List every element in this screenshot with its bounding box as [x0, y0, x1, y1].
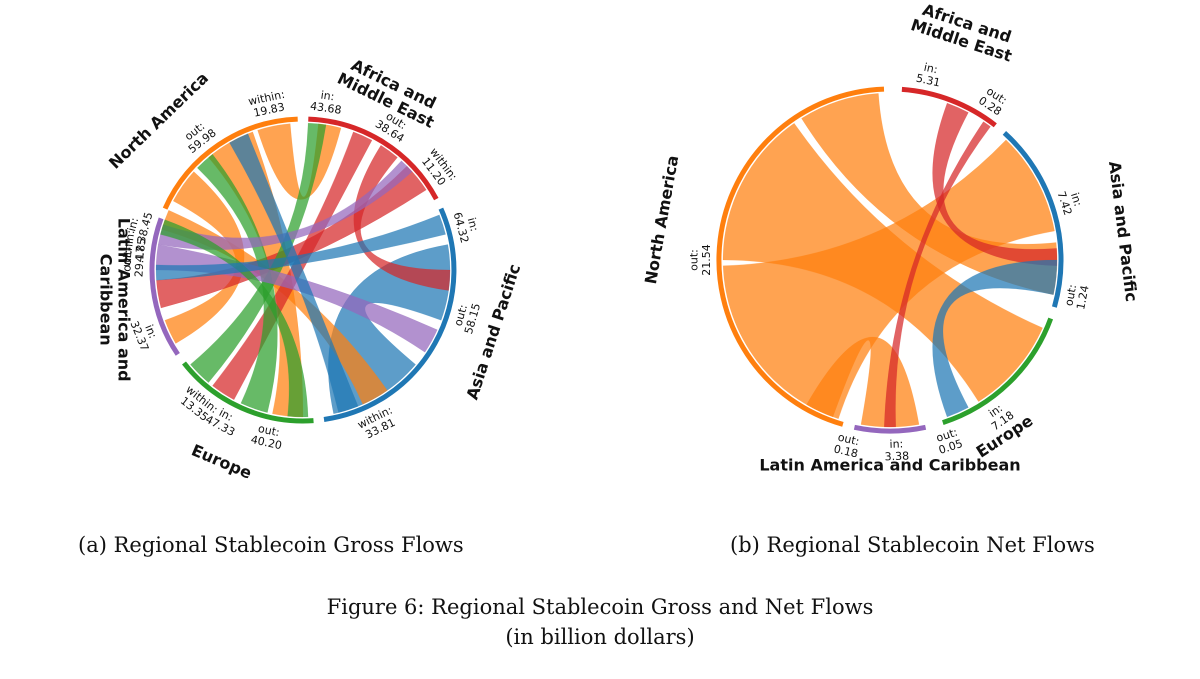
region-arc-north-america [716, 86, 885, 427]
region-label-europe: Europe [189, 440, 255, 482]
chord-ribbon-asia-and-pacific-to-latin-america-and-caribbean [155, 214, 446, 281]
chord-ribbon-africa-and-middle-east-to-latin-america-and-caribbean [883, 121, 991, 428]
chord-ribbon-europe-to-latin-america-and-caribbean [160, 219, 309, 418]
region-arc-asia-and-pacific [1002, 131, 1064, 308]
figure-caption-title: Figure 6: Regional Stablecoin Gross and … [326, 595, 874, 619]
chords-layer [155, 122, 451, 418]
arcs-layer [716, 86, 1064, 434]
value-label-latin-america-and-caribbean-out: out:0.18 [832, 430, 862, 460]
arcs-layer [149, 116, 457, 424]
value-label-asia-and-pacific-out: out:1.24 [1062, 282, 1092, 311]
value-label-asia-and-pacific-in: in:64.32 [451, 208, 484, 245]
region-label-latin-america-and-caribbean: Latin America and Caribbean [759, 456, 1020, 475]
figure-caption-unit: (in billion dollars) [505, 625, 695, 649]
chord-ribbon-africa-and-middle-east-to-asia-and-pacific [353, 144, 451, 291]
chord-ribbon-asia-and-pacific-to-europe [932, 259, 1058, 418]
region-arc-africa-and-middle-east [901, 86, 997, 128]
figure-caption: Figure 6: Regional Stablecoin Gross and … [0, 592, 1200, 652]
value-label-europe-out: out:40.20 [250, 421, 286, 452]
region-arc-north-america [162, 116, 298, 210]
net-flows-chord-chart: in:5.31out:0.28in:7.42out:1.24in:7.18out… [641, 0, 1141, 475]
chord-ribbon-north-america-to-asia-and-pacific [801, 93, 1058, 295]
region-label-asia-and-pacific: Asia and Pacific [1105, 160, 1141, 303]
chord-ribbon-africa-and-middle-east-to-asia-and-pacific [932, 102, 1058, 267]
region-label-africa-and-middle-east: Africa andMiddle East [908, 0, 1020, 66]
value-label-asia-and-pacific-out: out:58.15 [450, 298, 483, 335]
region-arc-latin-america-and-caribbean [853, 424, 927, 434]
value-label-north-america-out: out:21.54 [688, 244, 713, 276]
region-arc-asia-and-pacific [323, 207, 457, 422]
region-label-north-america: North America [105, 68, 212, 172]
value-label-africa-and-middle-east-within: within:11.20 [417, 145, 460, 190]
region-arc-europe [942, 317, 1054, 425]
value-label-asia-and-pacific-in: in:7.42 [1055, 186, 1087, 217]
subfigure-caption-a: (a) Regional Stablecoin Gross Flows [78, 533, 464, 557]
value-label-latin-america-and-caribbean-within: within:4.85 [120, 229, 150, 269]
region-label-latin-america-and-caribbean: Latin America andCaribbean [97, 218, 134, 382]
value-label-europe-out: out:0.05 [933, 425, 964, 457]
chord-ribbon-europe-to-north-america [196, 153, 278, 413]
value-label-latin-america-and-caribbean-in: in:3.38 [884, 437, 909, 463]
chords-layer [722, 93, 1058, 428]
value-label-europe-in: in:7.18 [982, 398, 1017, 433]
value-label-africa-and-middle-east-in: in:43.68 [309, 87, 344, 116]
region-arc-latin-america-and-caribbean [149, 217, 180, 356]
chord-ribbon-north-america-to-europe [722, 122, 1043, 402]
value-label-north-america-within: within:19.83 [247, 88, 289, 120]
region-label-north-america: North America [641, 154, 682, 286]
region-arc-europe [182, 361, 314, 424]
value-label-latin-america-and-caribbean-out: out:29.17 [120, 245, 147, 278]
value-label-africa-and-middle-east-in: in:5.31 [915, 60, 944, 90]
chord-ribbon-asia-and-pacific-to-north-america [229, 133, 359, 413]
subfigure-caption-b: (b) Regional Stablecoin Net Flows [730, 533, 1095, 557]
region-arc-africa-and-middle-east [308, 116, 439, 201]
gross-flows-chord-chart: in:43.68out:38.64within:11.20in:64.32out… [97, 55, 524, 483]
